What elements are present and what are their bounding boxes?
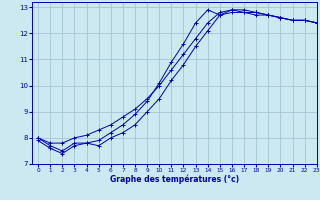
X-axis label: Graphe des températures (°c): Graphe des températures (°c) <box>110 175 239 184</box>
